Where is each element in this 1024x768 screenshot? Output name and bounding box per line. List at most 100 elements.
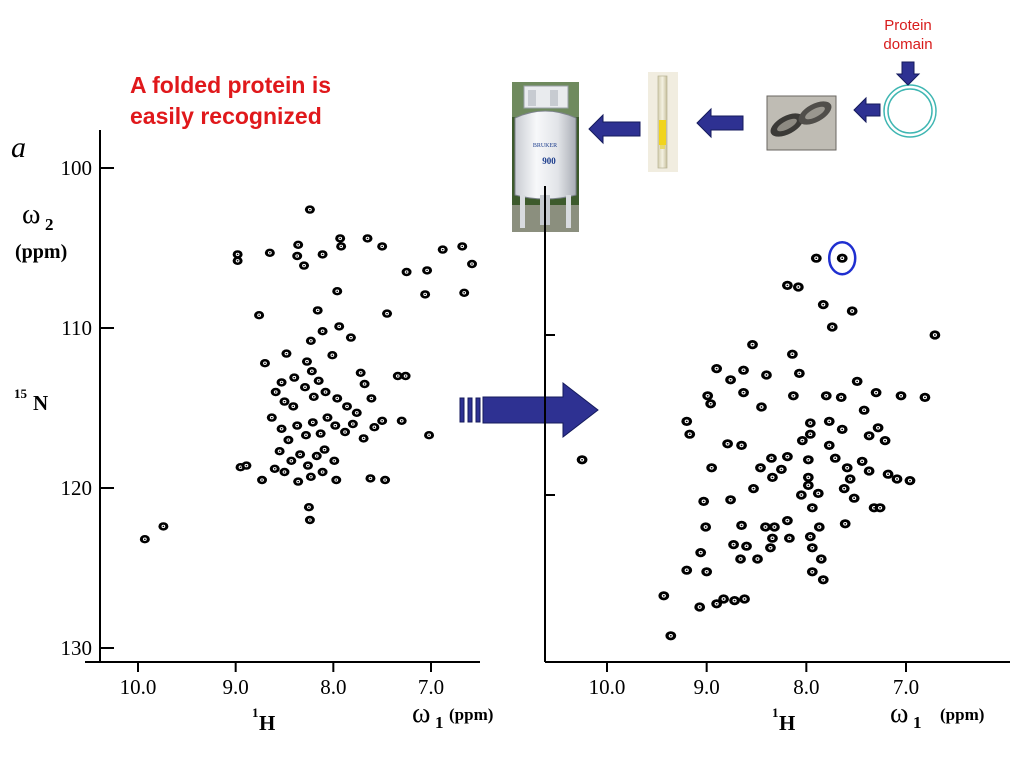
peak bbox=[851, 376, 863, 386]
peak bbox=[856, 456, 868, 466]
x-tick-label: 7.0 bbox=[893, 675, 919, 699]
peak bbox=[327, 351, 338, 360]
peak bbox=[702, 391, 714, 401]
x-label-nucleus-mass: 1 bbox=[252, 705, 259, 720]
peak bbox=[701, 567, 713, 577]
x-ticks: 10.0 9.0 8.0 7.0 bbox=[120, 662, 444, 699]
peak bbox=[292, 251, 303, 261]
peak bbox=[302, 461, 313, 470]
peak bbox=[725, 375, 736, 385]
y-tick-label: 100 bbox=[61, 156, 93, 180]
peak bbox=[848, 493, 860, 503]
arrow-left-icon bbox=[696, 107, 744, 139]
peak bbox=[929, 330, 941, 340]
cell-micrograph-image bbox=[766, 95, 837, 151]
y-label-subscript: 2 bbox=[45, 215, 54, 234]
peak bbox=[796, 436, 808, 446]
peak bbox=[738, 388, 749, 398]
peak bbox=[312, 306, 323, 315]
peak bbox=[786, 349, 798, 359]
peak bbox=[755, 463, 766, 473]
domain-label-line-1: Protein bbox=[884, 17, 932, 34]
peak bbox=[304, 205, 315, 214]
peak bbox=[846, 306, 858, 316]
nmr-tube-image bbox=[648, 72, 678, 172]
peak bbox=[315, 429, 326, 438]
peak bbox=[264, 248, 275, 257]
peak bbox=[331, 475, 342, 485]
peak bbox=[698, 496, 710, 506]
peak bbox=[270, 387, 281, 397]
peak bbox=[820, 391, 832, 401]
headline: A folded protein is easily recognized bbox=[130, 70, 460, 132]
peak bbox=[332, 287, 343, 296]
peak bbox=[695, 548, 707, 558]
peak bbox=[158, 522, 169, 531]
peak bbox=[254, 311, 265, 320]
peak bbox=[839, 519, 851, 529]
peak bbox=[836, 424, 848, 434]
peak bbox=[804, 418, 816, 428]
workflow-arrows bbox=[588, 61, 921, 145]
peak bbox=[300, 431, 311, 440]
peak bbox=[334, 322, 345, 331]
peak bbox=[358, 434, 369, 443]
peak bbox=[765, 543, 776, 553]
peak bbox=[283, 435, 294, 445]
peak bbox=[306, 367, 317, 376]
peak bbox=[919, 392, 931, 402]
protein-domain-label: Protein domain bbox=[862, 16, 954, 54]
x-label-nucleus: H bbox=[779, 711, 795, 735]
peak bbox=[858, 405, 870, 415]
x-label-unit: (ppm) bbox=[940, 705, 984, 724]
highlighted-peak-circle bbox=[827, 240, 857, 276]
peak bbox=[274, 447, 285, 456]
peak bbox=[752, 554, 763, 564]
peaks bbox=[576, 253, 941, 641]
peak bbox=[304, 515, 315, 525]
peak bbox=[729, 596, 740, 606]
peak bbox=[761, 370, 772, 380]
peak bbox=[307, 418, 318, 427]
peak bbox=[292, 421, 303, 430]
y-tick-label: 120 bbox=[61, 476, 93, 500]
peak bbox=[276, 424, 287, 433]
peak bbox=[329, 456, 340, 465]
x-tick-label: 7.0 bbox=[418, 675, 444, 699]
peak bbox=[366, 394, 377, 403]
peak bbox=[308, 392, 319, 401]
y-axis-label: ω 2 (ppm) 15 N bbox=[14, 199, 67, 415]
peak bbox=[681, 565, 693, 575]
peak bbox=[841, 463, 853, 473]
peak bbox=[293, 477, 304, 486]
peak bbox=[806, 503, 818, 513]
peak bbox=[279, 467, 290, 477]
spectrometer-brand-text: BRUKER bbox=[533, 143, 557, 149]
peak bbox=[736, 440, 747, 450]
x-label-nucleus: H bbox=[259, 711, 275, 735]
peak bbox=[787, 391, 799, 401]
peak bbox=[826, 322, 838, 332]
peak bbox=[738, 365, 749, 375]
peak bbox=[739, 594, 750, 604]
arrow-down-icon bbox=[895, 61, 921, 86]
arrow-left-icon bbox=[853, 96, 881, 124]
peak bbox=[870, 388, 882, 398]
peak bbox=[817, 300, 829, 310]
peak bbox=[340, 427, 351, 437]
peak bbox=[793, 368, 805, 378]
spectrum-folded-chart: 10.0 9.0 8.0 7.0 1 H ω 1 (ppm) bbox=[544, 186, 1010, 735]
y-label-symbol: ω bbox=[22, 199, 40, 230]
peak bbox=[139, 535, 150, 544]
peak bbox=[322, 413, 333, 422]
peak bbox=[359, 379, 370, 389]
peak bbox=[382, 309, 393, 318]
peak bbox=[665, 631, 677, 641]
peak bbox=[783, 533, 795, 543]
peak bbox=[804, 532, 816, 542]
peak bbox=[722, 439, 733, 449]
peak bbox=[804, 429, 816, 439]
x-label-symbol: ω bbox=[890, 698, 908, 729]
peak bbox=[736, 520, 747, 531]
peak bbox=[420, 290, 431, 299]
